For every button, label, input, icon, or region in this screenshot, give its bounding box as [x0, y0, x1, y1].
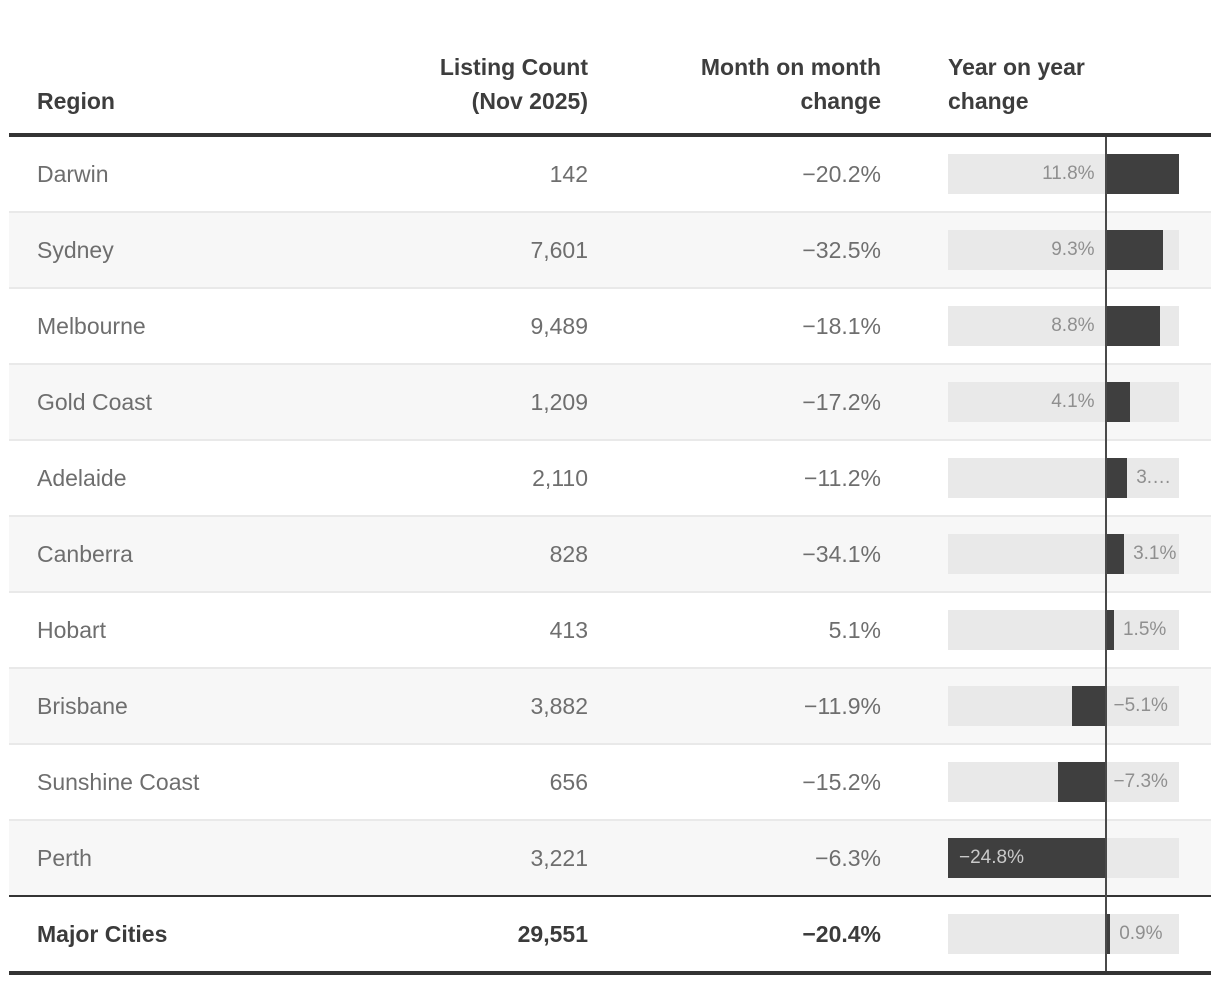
mom-change-cell: −17.2%	[802, 388, 881, 415]
yoy-bar	[1104, 458, 1128, 498]
table-row: Hobart 413 5.1% 1.5%	[9, 591, 1211, 667]
table-row: Major Cities 29,551 −20.4% 0.9%	[9, 895, 1211, 971]
yoy-bar-label: 3.1%	[1133, 543, 1177, 564]
table-row: Darwin 142 −20.2% 11.8%	[9, 137, 1211, 211]
table-header: Region Listing Count (Nov 2025) Month on…	[9, 0, 1211, 137]
region-cell: Canberra	[37, 540, 133, 567]
table-row: Melbourne 9,489 −18.1% 8.8%	[9, 287, 1211, 363]
yoy-bar-track: 8.8%	[948, 306, 1179, 346]
yoy-bar	[1104, 306, 1161, 346]
yoy-bar-label: 0.9%	[1119, 923, 1163, 944]
zero-axis-line	[1104, 137, 1107, 971]
region-cell: Sydney	[37, 236, 114, 263]
region-cell: Major Cities	[37, 920, 168, 947]
yoy-bar	[1104, 154, 1179, 194]
region-cell: Melbourne	[37, 312, 146, 339]
listing-count-cell: 2,110	[532, 464, 588, 491]
yoy-bar-label: 8.8%	[1051, 315, 1095, 336]
yoy-bar-track: 3.1%	[948, 534, 1179, 574]
listing-count-cell: 413	[549, 616, 588, 643]
yoy-bar-track: −7.3%	[948, 762, 1179, 802]
yoy-bar	[1104, 610, 1114, 650]
listing-count-cell: 3,221	[530, 844, 588, 871]
mom-change-cell: −18.1%	[802, 312, 881, 339]
yoy-bar	[1104, 534, 1125, 574]
header-mom-change: Month on month change	[700, 54, 881, 114]
yoy-bar-label: 4.1%	[1051, 391, 1095, 412]
region-cell: Gold Coast	[37, 388, 153, 415]
region-cell: Perth	[37, 844, 92, 871]
yoy-bar	[1104, 382, 1131, 422]
yoy-bar-track: 0.9%	[948, 914, 1179, 954]
yoy-bar-track: 1.5%	[948, 610, 1179, 650]
listings-table: Region Listing Count (Nov 2025) Month on…	[9, 0, 1211, 975]
header-listing-count: Listing Count (Nov 2025)	[439, 54, 588, 114]
yoy-bar	[948, 838, 1105, 878]
header-spacer	[881, 118, 948, 133]
yoy-bar-label: 11.8%	[1042, 163, 1095, 184]
mom-change-cell: −32.5%	[802, 236, 881, 263]
yoy-bar-track: −24.8%	[948, 838, 1179, 878]
region-cell: Brisbane	[37, 692, 128, 719]
mom-change-cell: 5.1%	[828, 616, 881, 643]
table-row: Sydney 7,601 −32.5% 9.3%	[9, 211, 1211, 287]
table-row: Adelaide 2,110 −11.2% 3.…	[9, 439, 1211, 515]
mom-change-cell: −15.2%	[802, 768, 881, 795]
listing-count-cell: 3,882	[530, 692, 588, 719]
yoy-bar-cell: 4.1%	[948, 365, 1179, 439]
yoy-bar	[1104, 914, 1111, 954]
yoy-bar	[1072, 686, 1105, 726]
region-cell: Darwin	[37, 160, 109, 187]
table-row: Brisbane 3,882 −11.9% −5.1%	[9, 667, 1211, 743]
listing-count-cell: 29,551	[517, 920, 588, 947]
yoy-bar-cell: 3.1%	[948, 517, 1179, 591]
yoy-bar	[1058, 762, 1105, 802]
region-cell: Sunshine Coast	[37, 768, 200, 795]
yoy-bar-cell: −24.8%	[948, 821, 1179, 895]
yoy-bar-cell: −5.1%	[948, 669, 1179, 743]
yoy-bar	[1104, 230, 1164, 270]
listing-count-cell: 142	[549, 160, 588, 187]
yoy-bar-label: 9.3%	[1051, 239, 1095, 260]
table-row: Canberra 828 −34.1% 3.1%	[9, 515, 1211, 591]
region-cell: Hobart	[37, 616, 107, 643]
yoy-bar-track: 11.8%	[948, 154, 1179, 194]
table-row: Perth 3,221 −6.3% −24.8%	[9, 819, 1211, 895]
table-row: Gold Coast 1,209 −17.2% 4.1%	[9, 363, 1211, 439]
yoy-bar-label: 3.…	[1136, 467, 1172, 488]
yoy-bar-label: −24.8%	[959, 847, 1024, 868]
yoy-bar-cell: −7.3%	[948, 745, 1179, 819]
listing-count-cell: 656	[549, 768, 588, 795]
mom-change-cell: −11.9%	[804, 692, 881, 719]
yoy-bar-cell: 3.…	[948, 441, 1179, 515]
yoy-bar-cell: 9.3%	[948, 213, 1179, 287]
table-body: Darwin 142 −20.2% 11.8% Sydney 7,601 −32…	[9, 137, 1211, 971]
yoy-bar-label: −5.1%	[1113, 695, 1168, 716]
yoy-bar-track: 4.1%	[948, 382, 1179, 422]
mom-change-cell: −6.3%	[815, 844, 881, 871]
mom-change-cell: −20.2%	[802, 160, 881, 187]
listing-count-cell: 828	[549, 540, 588, 567]
header-region: Region	[37, 88, 115, 114]
yoy-bar-track: 3.…	[948, 458, 1179, 498]
header-yoy-change: Year on year change	[948, 54, 1085, 114]
mom-change-cell: −11.2%	[804, 464, 881, 491]
listing-count-cell: 1,209	[530, 388, 588, 415]
table-row: Sunshine Coast 656 −15.2% −7.3%	[9, 743, 1211, 819]
listing-count-cell: 9,489	[530, 312, 588, 339]
yoy-bar-track: −5.1%	[948, 686, 1179, 726]
yoy-bar-cell: 0.9%	[948, 897, 1179, 971]
yoy-bar-cell: 1.5%	[948, 593, 1179, 667]
region-cell: Adelaide	[37, 464, 127, 491]
yoy-bar-label: −7.3%	[1113, 771, 1168, 792]
mom-change-cell: −34.1%	[802, 540, 881, 567]
yoy-bar-label: 1.5%	[1122, 619, 1167, 640]
mom-change-cell: −20.4%	[802, 920, 881, 947]
yoy-bar-track: 9.3%	[948, 230, 1179, 270]
yoy-bar-cell: 8.8%	[948, 289, 1179, 363]
listing-count-cell: 7,601	[530, 236, 588, 263]
yoy-bar-cell: 11.8%	[948, 137, 1179, 211]
